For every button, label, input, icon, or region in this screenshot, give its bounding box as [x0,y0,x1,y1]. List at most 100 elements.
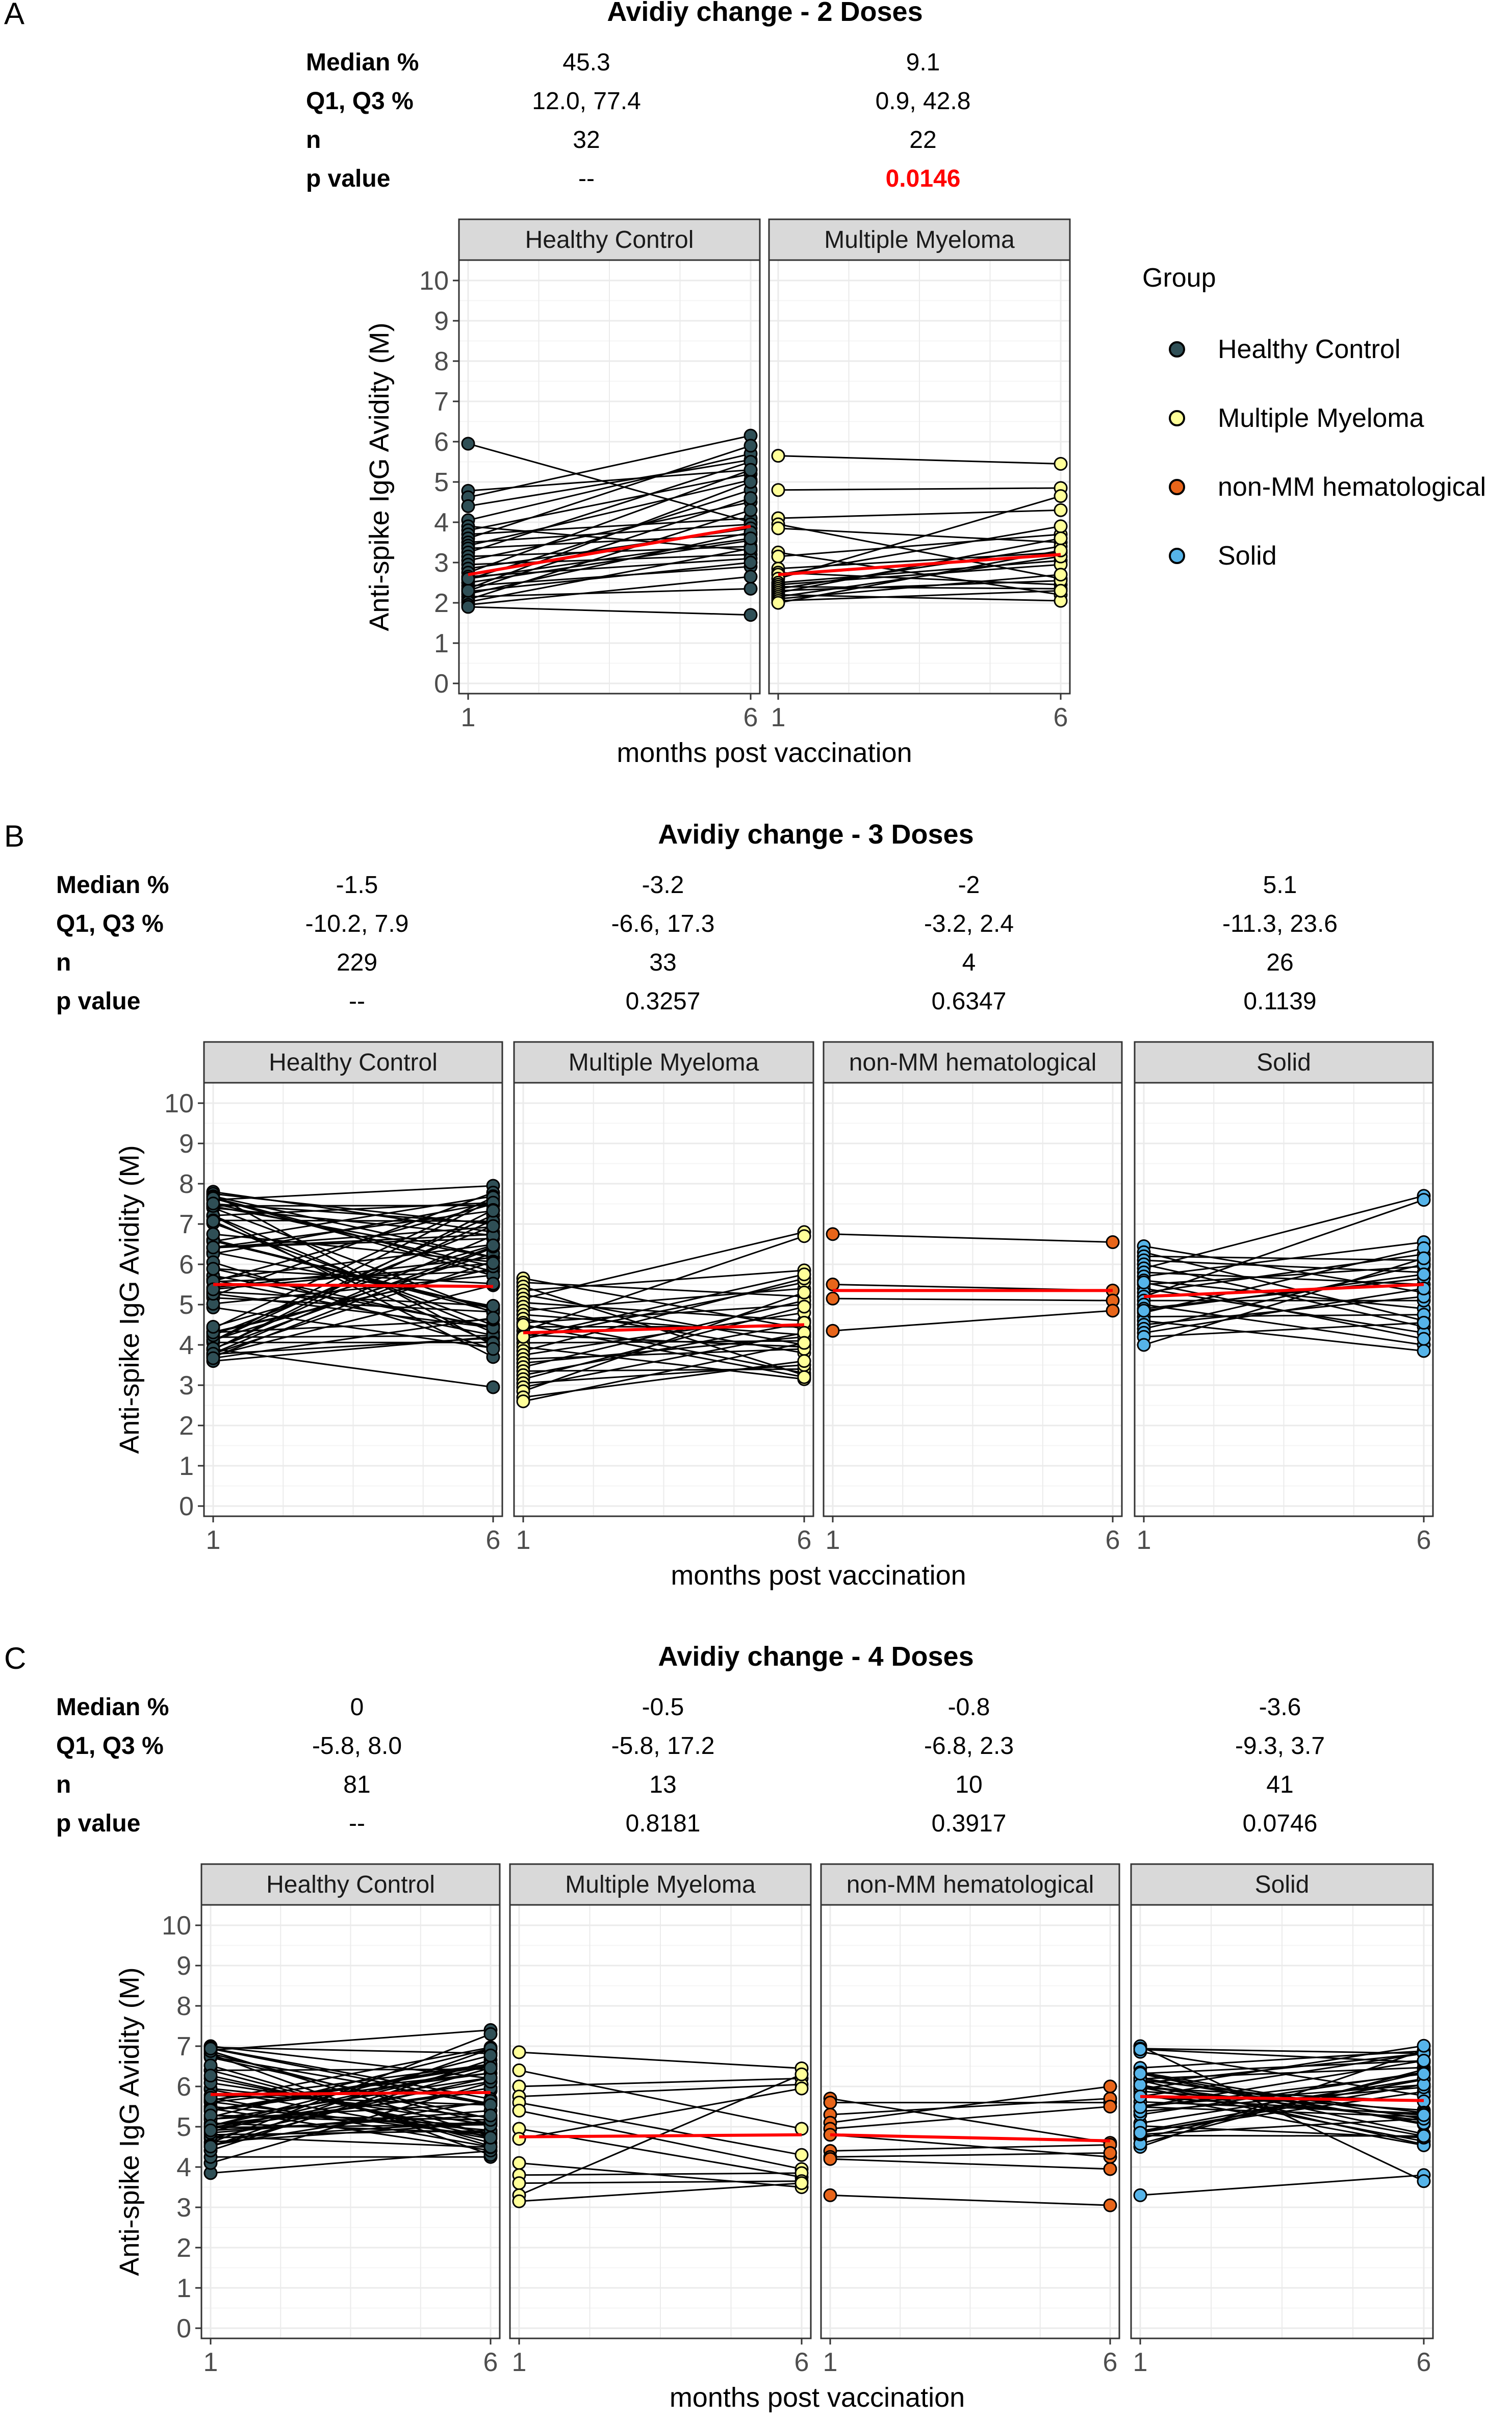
y-tick-label: 4 [179,1331,194,1360]
y-tick-label: 3 [179,1371,194,1400]
subject-line [778,487,1061,491]
x-tick-label: 6 [1417,2348,1431,2377]
subject-line [523,1348,805,1360]
subject-line [519,2162,802,2188]
facet-strip [1130,1863,1434,1906]
data-point [795,2067,809,2081]
y-tick-label: 5 [179,1290,194,1320]
legend-key-non-mm-hematological [1169,478,1185,495]
subject-line [213,1291,494,1307]
data-point [797,1336,811,1350]
data-point [512,2103,526,2118]
facet-strip [509,1863,812,1906]
subject-line [213,1207,494,1236]
data-point [512,2063,526,2077]
subject-line [468,459,751,507]
data-point [795,2148,809,2162]
x-axis-label: months post vaccination [617,737,912,768]
stat-p-value: 0.1139 [1243,988,1317,1015]
stat-median: 9.1 [906,49,940,76]
subject-line [210,2054,491,2127]
subject-line [210,2048,491,2105]
x-tick-label: 6 [1103,2348,1118,2377]
subject-line [1143,1241,1424,1278]
data-point [797,1354,811,1368]
subject-line [1143,1199,1424,1297]
x-tick-label: 6 [1417,1525,1431,1555]
data-point [1106,1304,1120,1318]
facet-panel: Multiple Myeloma 1 6 [509,1863,812,2377]
median-line [210,2091,491,2096]
data-point [1103,2100,1117,2113]
data-point [486,1256,500,1270]
median-line [468,524,751,576]
subject-line [468,538,751,580]
subject-line [778,527,1061,543]
facet-strip-label: Multiple Myeloma [824,226,1015,253]
subject-line [523,1306,805,1380]
subject-line [210,2088,491,2140]
stat-n: 22 [909,126,937,154]
subject-line [210,2077,491,2121]
y-tick-label: 2 [179,1411,194,1441]
subject-line [778,559,1061,583]
data-point [823,2152,837,2166]
stat-q1q3: -9.3, 3.7 [1235,1733,1325,1760]
subject-line [468,531,751,595]
subject-line [1140,2073,1424,2135]
data-point [797,1229,811,1243]
stat-median: -3.2 [642,872,684,899]
subject-line [830,2085,1111,2124]
subject-line [523,1304,805,1324]
y-tick-label: 6 [434,427,449,457]
subject-line [213,1193,494,1346]
legend-item-healthy-control: Healthy Control [1142,315,1486,384]
panel-border [823,1082,1123,1517]
y-tick-label: 1 [179,1451,194,1481]
subject-line [1140,2083,1424,2134]
x-tick-label: 1 [206,1525,221,1555]
panel-border [513,1082,814,1517]
data-point [797,1300,811,1314]
subject-line [1143,1195,1424,1269]
subject-line [778,580,1061,592]
x-tick-label: 6 [486,1525,501,1555]
subject-line [830,2144,1111,2152]
y-tick-label: 10 [162,1911,191,1941]
subject-line [519,2051,802,2069]
data-point [512,2132,526,2146]
subject-line [210,2046,491,2054]
data-point [771,521,785,536]
legend-item-non-mm-hematological: non-MM hematological [1142,452,1486,521]
stats-row-label: p value [56,988,141,1015]
data-point [486,1238,500,1253]
data-point [1133,2042,1147,2056]
subject-line [523,1231,805,1300]
data-point [1417,1267,1431,1282]
subject-line [1140,2125,1424,2138]
data-point [483,2130,498,2145]
stat-median: 45.3 [562,49,610,76]
subject-line [210,2094,491,2106]
subject-line [468,553,751,566]
subject-line [778,590,1061,602]
y-tick-label: 6 [179,1250,194,1280]
facet-strip-label: Healthy Control [525,226,694,253]
y-tick-label: 7 [179,1210,194,1239]
legend: Group Healthy Control Multiple Myeloma n… [1142,263,1486,590]
stat-p-value: 0.3257 [625,988,701,1015]
subject-line [213,1196,494,1329]
stat-median: -2 [958,872,980,899]
stats-row-label: Q1, Q3 % [306,88,414,115]
y-tick-label: 6 [176,2072,191,2102]
panel-border [768,259,1071,695]
stat-p-value: -- [349,1810,365,1837]
panel-letter: A [4,0,25,31]
facet-strip-label: non-MM hematological [847,1871,1094,1898]
subject-line [213,1233,494,1263]
data-point [206,1282,220,1296]
y-tick-label: 3 [176,2193,191,2223]
data-point [795,2081,809,2096]
subject-line [1143,1259,1424,1273]
